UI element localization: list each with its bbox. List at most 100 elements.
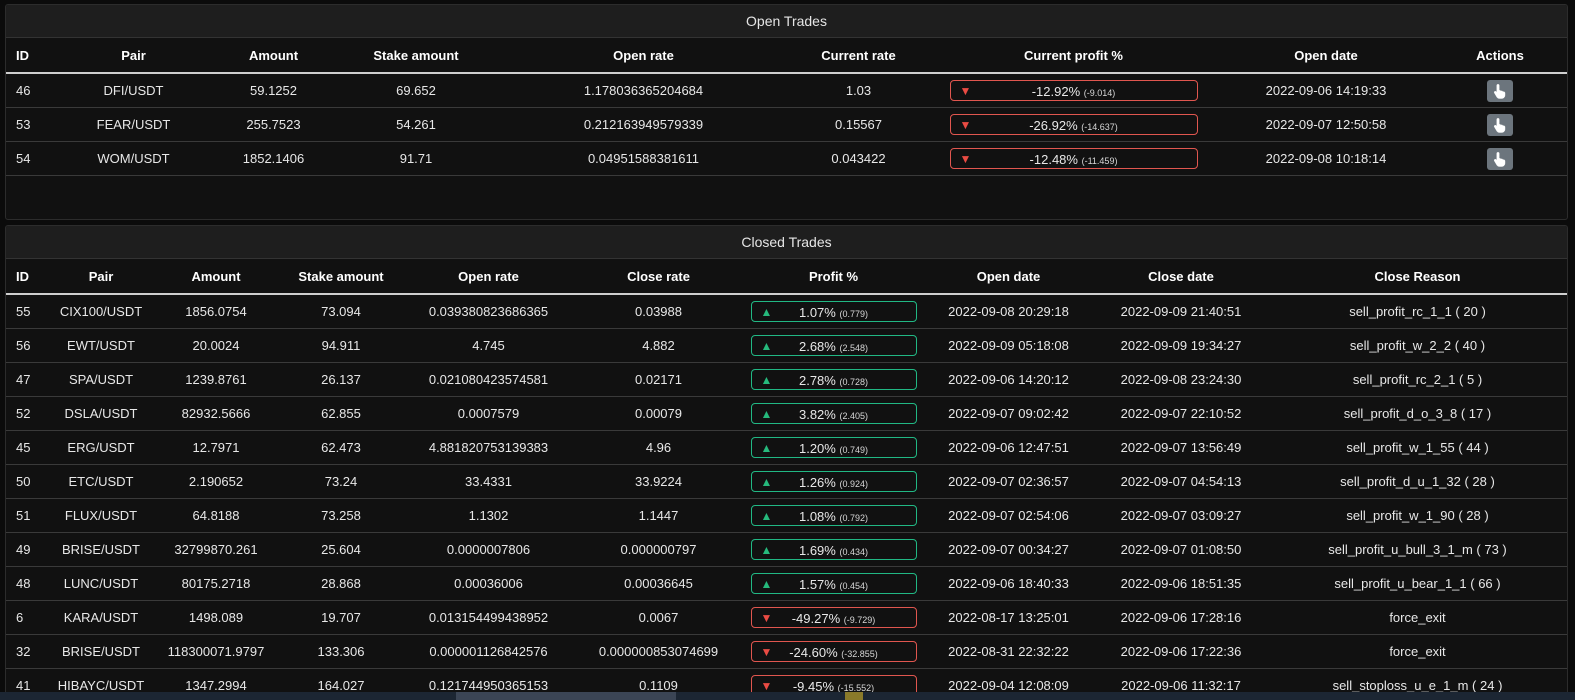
- profit-percent: -12.92%: [1031, 84, 1081, 99]
- trade-open-date: 2022-09-06 14:20:12: [921, 362, 1096, 397]
- profit-absolute: (-15.552): [837, 683, 875, 693]
- open-trade-row[interactable]: 53 FEAR/USDT 255.7523 54.261 0.2121639495793…: [6, 107, 1567, 142]
- closed-trade-row[interactable]: 6 KARA/USDT 1498.089 19.707 0.01315449943895…: [6, 600, 1567, 635]
- trade-pair: FEAR/USDT: [56, 107, 211, 142]
- profit-badge: ▼ -49.27% (-9.729): [750, 607, 917, 628]
- trade-amount: 12.7971: [156, 430, 276, 465]
- trade-current-rate: 0.15567: [791, 107, 926, 142]
- trade-close-date: 2022-09-07 13:56:49: [1096, 430, 1266, 465]
- trade-close-reason: sell_profit_rc_2_1 ( 5 ): [1266, 362, 1567, 397]
- col-header-open-date[interactable]: Open date: [921, 259, 1096, 295]
- trade-stake-amount: 73.258: [276, 498, 406, 533]
- col-header-close-reason[interactable]: Close Reason: [1266, 259, 1567, 295]
- closed-trade-row[interactable]: 32 BRISE/USDT 118300071.9797 133.306 0.00000…: [6, 634, 1567, 669]
- trade-open-rate: 0.0007579: [406, 396, 571, 431]
- trade-amount: 1856.0754: [156, 294, 276, 329]
- col-header-amount[interactable]: Amount: [156, 259, 276, 295]
- trade-close-rate: 0.000000797: [571, 532, 746, 567]
- profit-badge: ▼ -26.92% (-14.637): [949, 114, 1198, 135]
- trade-pair: BRISE/USDT: [46, 634, 156, 669]
- trade-open-rate: 0.212163949579339: [496, 107, 791, 142]
- trade-action-button[interactable]: [1487, 79, 1513, 102]
- trade-action-button[interactable]: [1487, 147, 1513, 170]
- trade-action-button[interactable]: [1487, 113, 1513, 136]
- triangle-up-icon: ▲: [760, 305, 773, 319]
- profit-cell: ▼ -12.48% (-11.459): [926, 141, 1221, 176]
- triangle-down-icon: ▼: [760, 645, 773, 659]
- trade-open-date: 2022-09-07 02:36:57: [921, 464, 1096, 499]
- profit-cell: ▼ -12.92% (-9.014): [926, 73, 1221, 108]
- col-header-profit[interactable]: Profit %: [746, 259, 921, 295]
- col-header-stake-amount[interactable]: Stake amount: [276, 259, 406, 295]
- col-header-open-rate[interactable]: Open rate: [496, 38, 791, 74]
- trade-id: 6: [6, 600, 46, 635]
- col-header-id[interactable]: ID: [6, 259, 46, 295]
- trade-id: 55: [6, 294, 46, 329]
- triangle-down-icon: ▼: [959, 118, 972, 132]
- trade-pair: LUNC/USDT: [46, 566, 156, 601]
- closed-trade-row[interactable]: 47 SPA/USDT 1239.8761 26.137 0.0210804235745…: [6, 362, 1567, 397]
- col-header-close-rate[interactable]: Close rate: [571, 259, 746, 295]
- profit-percent: 2.68%: [798, 339, 836, 354]
- col-header-open-date[interactable]: Open date: [1221, 38, 1431, 74]
- trade-close-date: 2022-09-06 17:28:16: [1096, 600, 1266, 635]
- col-header-current-rate[interactable]: Current rate: [791, 38, 926, 74]
- trade-close-date: 2022-09-08 23:24:30: [1096, 362, 1266, 397]
- closed-trade-row[interactable]: 51 FLUX/USDT 64.8188 73.258 1.1302 1.1447 ▲ 1.0…: [6, 498, 1567, 533]
- closed-trade-row[interactable]: 56 EWT/USDT 20.0024 94.911 4.745 4.882 ▲ 2.68% …: [6, 328, 1567, 363]
- trade-amount: 2.190652: [156, 464, 276, 499]
- col-header-close-date[interactable]: Close date: [1096, 259, 1266, 295]
- closed-trade-row[interactable]: 48 LUNC/USDT 80175.2718 28.868 0.00036006 0.0…: [6, 566, 1567, 601]
- profit-cell: ▲ 3.82% (2.405): [746, 396, 921, 431]
- trade-close-reason: force_exit: [1266, 600, 1567, 635]
- closed-trade-row[interactable]: 49 BRISE/USDT 32799870.261 25.604 0.00000078…: [6, 532, 1567, 567]
- trade-pair: CIX100/USDT: [46, 294, 156, 329]
- closed-trade-row[interactable]: 55 CIX100/USDT 1856.0754 73.094 0.0393808236…: [6, 294, 1567, 329]
- col-header-pair[interactable]: Pair: [56, 38, 211, 74]
- profit-badge: ▲ 1.69% (0.434): [750, 539, 917, 560]
- open-trade-row[interactable]: 46 DFI/USDT 59.1252 69.652 1.178036365204684…: [6, 73, 1567, 108]
- col-header-stake-amount[interactable]: Stake amount: [336, 38, 496, 74]
- trade-close-date: 2022-09-07 03:09:27: [1096, 498, 1266, 533]
- trade-close-rate: 0.00036645: [571, 566, 746, 601]
- profit-absolute: (-9.014): [1083, 88, 1116, 98]
- profit-cell: ▲ 1.26% (0.924): [746, 464, 921, 499]
- profit-badge: ▼ -24.60% (-32.855): [750, 641, 917, 662]
- trade-stake-amount: 26.137: [276, 362, 406, 397]
- trade-close-date: 2022-09-07 04:54:13: [1096, 464, 1266, 499]
- trade-amount: 32799870.261: [156, 532, 276, 567]
- trade-open-date: 2022-08-31 22:32:22: [921, 634, 1096, 669]
- col-header-actions: Actions: [1431, 38, 1567, 74]
- trade-stake-amount: 62.473: [276, 430, 406, 465]
- trade-close-rate: 0.02171: [571, 362, 746, 397]
- trade-open-rate: 1.1302: [406, 498, 571, 533]
- col-header-current-profit[interactable]: Current profit %: [926, 38, 1221, 74]
- trade-close-reason: sell_profit_d_u_1_32 ( 28 ): [1266, 464, 1567, 499]
- trade-actions: [1431, 141, 1567, 176]
- profit-absolute: (0.924): [839, 479, 869, 489]
- trade-open-date: 2022-08-17 13:25:01: [921, 600, 1096, 635]
- trade-close-rate: 0.03988: [571, 294, 746, 329]
- col-header-pair[interactable]: Pair: [46, 259, 156, 295]
- trade-open-rate: 0.013154499438952: [406, 600, 571, 635]
- col-header-id[interactable]: ID: [6, 38, 56, 74]
- closed-trades-header-row: ID Pair Amount Stake amount Open rate Cl…: [6, 259, 1567, 295]
- trade-close-rate: 4.882: [571, 328, 746, 363]
- triangle-up-icon: ▲: [760, 373, 773, 387]
- scrollbar-thumb[interactable]: [456, 692, 676, 700]
- trade-current-rate: 0.043422: [791, 141, 926, 176]
- trade-amount: 255.7523: [211, 107, 336, 142]
- trade-amount: 64.8188: [156, 498, 276, 533]
- horizontal-scrollbar[interactable]: [0, 692, 1575, 700]
- closed-trade-row[interactable]: 50 ETC/USDT 2.190652 73.24 33.4331 33.9224 ▲ 1.…: [6, 464, 1567, 499]
- col-header-amount[interactable]: Amount: [211, 38, 336, 74]
- profit-badge: ▲ 1.08% (0.792): [750, 505, 917, 526]
- trade-open-date: 2022-09-06 12:47:51: [921, 430, 1096, 465]
- col-header-open-rate[interactable]: Open rate: [406, 259, 571, 295]
- trade-pair: EWT/USDT: [46, 328, 156, 363]
- closed-trade-row[interactable]: 52 DSLA/USDT 82932.5666 62.855 0.0007579 0.00…: [6, 396, 1567, 431]
- open-trade-row[interactable]: 54 WOM/USDT 1852.1406 91.71 0.04951588381611…: [6, 141, 1567, 176]
- trade-pair: ETC/USDT: [46, 464, 156, 499]
- closed-trade-row[interactable]: 45 ERG/USDT 12.7971 62.473 4.881820753139383…: [6, 430, 1567, 465]
- closed-trades-panel: Closed Trades ID Pair Amount Stake amoun…: [5, 225, 1568, 700]
